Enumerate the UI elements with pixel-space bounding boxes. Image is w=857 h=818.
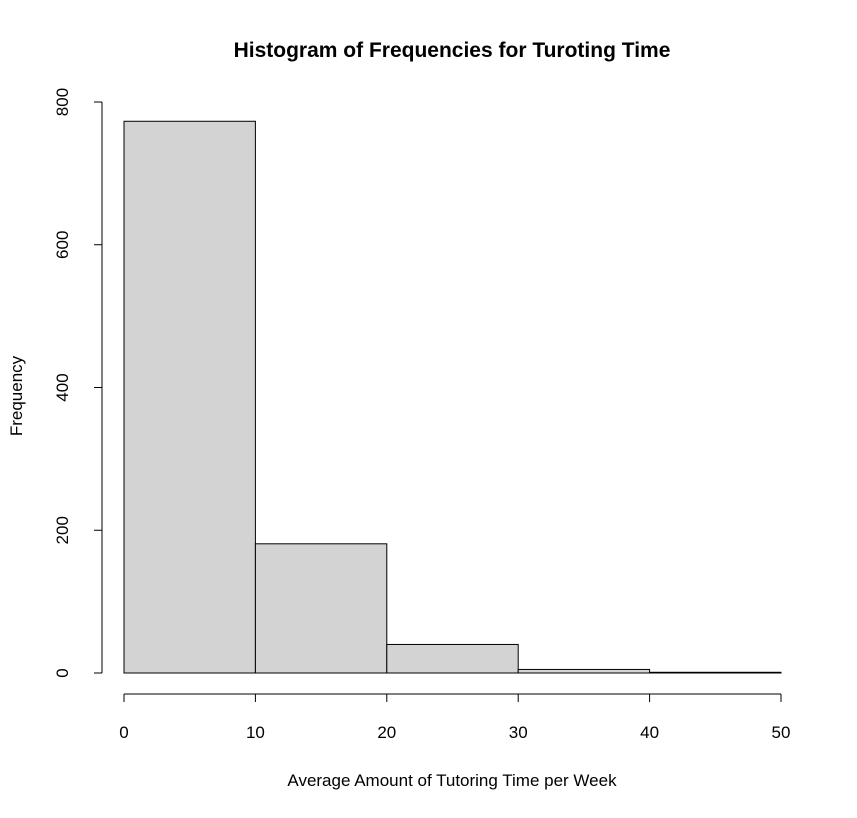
chart-title: Histogram of Frequencies for Turoting Ti… [234,39,671,62]
y-tick-label: 800 [53,88,72,116]
histogram-bar-2 [254,543,388,674]
bars-group [123,120,782,674]
y-tick-label: 200 [53,516,72,544]
y-axis-label: Frequency [7,355,26,436]
x-tick-label: 30 [509,723,528,742]
x-tick-label: 40 [640,723,659,742]
histogram-bar-4 [517,668,651,674]
x-tick-label: 10 [246,723,265,742]
y-tick-label: 0 [53,668,72,677]
y-axis: 0 200 400 600 800 [53,88,103,678]
x-axis-label: Average Amount of Tutoring Time per Week [287,771,617,790]
x-tick-label: 0 [119,723,128,742]
histogram-bar-5 [649,671,782,674]
y-tick-label: 400 [53,373,72,401]
histogram-bar-3 [386,643,519,674]
x-tick-label: 50 [772,723,791,742]
histogram-bar-1 [123,120,256,674]
x-tick-label: 20 [377,723,396,742]
y-tick-label: 600 [53,231,72,259]
x-axis: 0 10 20 30 40 50 [119,693,791,742]
